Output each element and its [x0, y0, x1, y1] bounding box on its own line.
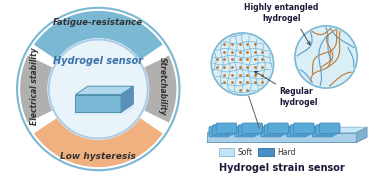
Circle shape	[50, 40, 147, 138]
FancyBboxPatch shape	[216, 123, 237, 133]
FancyBboxPatch shape	[294, 123, 314, 133]
FancyBboxPatch shape	[268, 123, 288, 133]
Wedge shape	[33, 117, 164, 168]
Bar	[259, 148, 274, 156]
Text: Stretchability: Stretchability	[158, 57, 167, 116]
Bar	[219, 148, 234, 156]
Polygon shape	[207, 127, 367, 133]
FancyBboxPatch shape	[260, 127, 281, 137]
FancyBboxPatch shape	[239, 125, 259, 135]
Text: Fatigue-resistance: Fatigue-resistance	[53, 18, 143, 27]
Polygon shape	[356, 127, 367, 142]
Text: Soft: Soft	[238, 148, 253, 156]
Wedge shape	[33, 10, 164, 61]
Circle shape	[295, 26, 357, 88]
FancyBboxPatch shape	[290, 125, 311, 135]
Text: Regular
hydrogel: Regular hydrogel	[279, 87, 318, 107]
FancyBboxPatch shape	[316, 125, 336, 135]
Text: Electrical stability: Electrical stability	[30, 47, 39, 125]
Polygon shape	[207, 133, 356, 142]
FancyBboxPatch shape	[287, 127, 307, 137]
Text: Hard: Hard	[277, 148, 296, 156]
Text: Highly entangled
hydrogel: Highly entangled hydrogel	[245, 3, 319, 23]
Wedge shape	[143, 54, 177, 124]
Wedge shape	[19, 54, 53, 124]
Polygon shape	[207, 137, 367, 142]
FancyBboxPatch shape	[235, 127, 256, 137]
FancyBboxPatch shape	[242, 123, 263, 133]
Polygon shape	[121, 86, 133, 112]
FancyBboxPatch shape	[209, 127, 229, 137]
FancyBboxPatch shape	[312, 127, 333, 137]
FancyBboxPatch shape	[264, 125, 285, 135]
Text: Low hysteresis: Low hysteresis	[60, 152, 136, 161]
Polygon shape	[76, 86, 133, 95]
FancyBboxPatch shape	[319, 123, 340, 133]
Text: Hydrogel sensor: Hydrogel sensor	[53, 56, 143, 66]
Polygon shape	[73, 106, 136, 115]
Polygon shape	[76, 95, 121, 112]
FancyBboxPatch shape	[212, 125, 233, 135]
Text: Hydrogel strain sensor: Hydrogel strain sensor	[219, 163, 344, 173]
Circle shape	[211, 33, 274, 95]
